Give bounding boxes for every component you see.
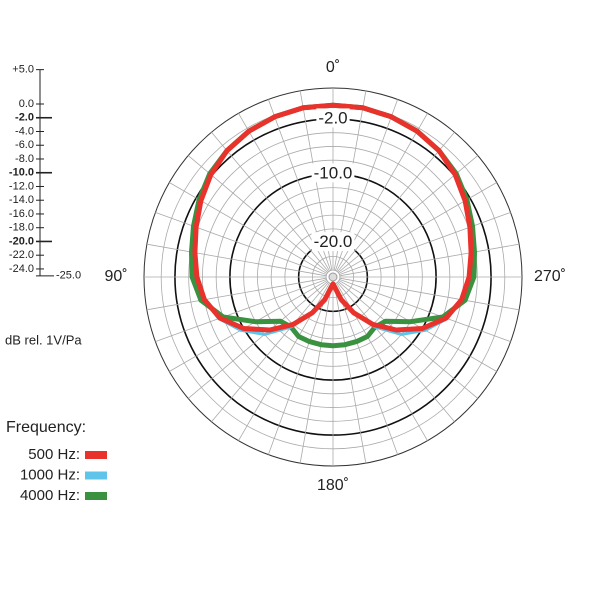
- scale-label: -16.0: [9, 208, 34, 220]
- ring-label-bg: [311, 232, 355, 252]
- scale-label: -2.0: [15, 112, 34, 124]
- spoke: [334, 283, 399, 455]
- angle-label: 0˚: [326, 59, 340, 76]
- scale-label: +5.0: [12, 64, 34, 76]
- spoke: [339, 277, 520, 311]
- spoke: [146, 277, 327, 311]
- ring-label: -10.0: [314, 163, 353, 182]
- legend-swatch: [85, 451, 107, 459]
- spoke: [187, 281, 328, 399]
- spoke: [339, 243, 520, 277]
- spoke: [155, 278, 327, 343]
- spoke: [339, 211, 511, 276]
- spoke: [169, 182, 328, 274]
- spoke: [338, 281, 479, 399]
- angle-label: 270˚: [534, 268, 566, 285]
- spoke: [267, 283, 332, 455]
- spoke: [169, 280, 328, 372]
- legend-title: Frequency:: [6, 419, 86, 436]
- scale-label: -12.0: [9, 180, 34, 192]
- scale-label: -14.0: [9, 194, 34, 206]
- legend-label: 1000 Hz:: [20, 466, 80, 483]
- spoke: [155, 211, 327, 276]
- scale-label: 0.0: [19, 98, 34, 110]
- legend-label: 500 Hz:: [28, 446, 80, 463]
- scale-label: -22.0: [9, 249, 34, 261]
- spoke: [337, 282, 455, 423]
- legend-swatch: [85, 471, 107, 480]
- spoke: [339, 278, 511, 343]
- spoke: [337, 131, 455, 272]
- ring-label: -2.0: [318, 108, 347, 127]
- spoke: [299, 283, 333, 464]
- scale-label: -25.0: [56, 270, 81, 282]
- scale-label: -8.0: [15, 153, 34, 165]
- angle-label: 90˚: [104, 268, 127, 285]
- ring-label-bg: [316, 108, 350, 128]
- pattern-line: [192, 102, 474, 333]
- spoke: [146, 243, 327, 277]
- scale-label: -6.0: [15, 139, 34, 151]
- spoke: [211, 131, 329, 272]
- scale-label: -18.0: [9, 222, 34, 234]
- scale-label: -20.0: [9, 235, 34, 247]
- ring-label-bg: [311, 163, 355, 183]
- legend-label: 4000 Hz:: [20, 487, 80, 504]
- scale-label: -24.0: [9, 263, 34, 275]
- scale-label: dB rel. 1V/Pa: [5, 332, 82, 347]
- center: [328, 272, 338, 282]
- spoke: [211, 282, 329, 423]
- spoke: [333, 283, 367, 464]
- spoke: [338, 182, 497, 274]
- scale-label: -4.0: [15, 125, 34, 137]
- scale-label: -10.0: [9, 167, 34, 179]
- angle-label: 180˚: [317, 477, 349, 494]
- legend-swatch: [85, 492, 107, 500]
- spoke: [338, 280, 497, 372]
- ring-label: -20.0: [314, 232, 353, 251]
